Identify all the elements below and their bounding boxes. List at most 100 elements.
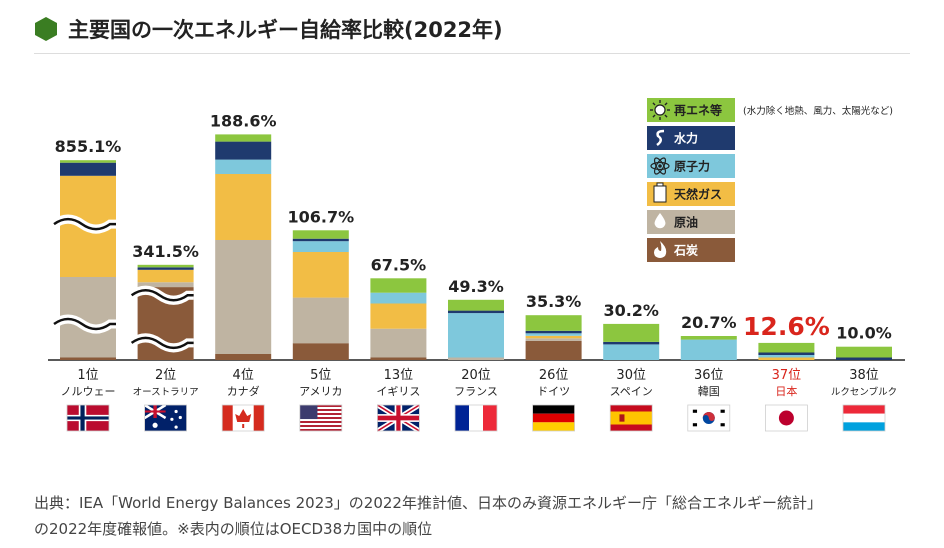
bar-segment-再エネ等 bbox=[215, 134, 272, 142]
flag-australia-icon bbox=[143, 403, 188, 432]
flag-border bbox=[842, 404, 886, 432]
drop-shape bbox=[654, 213, 666, 229]
flag-border bbox=[144, 404, 188, 432]
bar-segment-水力 bbox=[60, 162, 116, 176]
flag-border bbox=[687, 404, 731, 432]
bar-segment-石炭 bbox=[525, 340, 582, 360]
bar-segment-水力 bbox=[758, 352, 815, 355]
axis-break-mark bbox=[130, 336, 194, 350]
bar-segment-原子力 bbox=[370, 292, 427, 304]
country-label: スペイン bbox=[610, 385, 653, 398]
flag-part bbox=[692, 423, 698, 427]
bar-segment-天然ガス bbox=[292, 252, 349, 298]
sun-ray bbox=[652, 102, 656, 106]
flag-part bbox=[299, 409, 342, 411]
sun-core bbox=[654, 104, 666, 116]
bar-segment-再エネ等 bbox=[836, 346, 892, 358]
flag-part bbox=[778, 410, 794, 426]
flag-part bbox=[532, 413, 575, 423]
bar-segment-天然ガス bbox=[758, 357, 815, 360]
flag-part bbox=[253, 405, 265, 431]
axis-break-mark bbox=[53, 217, 116, 231]
flag-norway-icon bbox=[66, 404, 110, 432]
data-label-total: 67.5% bbox=[371, 255, 427, 274]
bar-segment-再エネ等 bbox=[603, 323, 660, 342]
source-note: 出典：IEA「World Energy Balances 2023」の2022年… bbox=[34, 490, 914, 542]
data-label-total: 12.6% bbox=[743, 312, 830, 341]
data-label-total: 49.3% bbox=[448, 277, 504, 296]
bar-segment-石炭 bbox=[292, 343, 349, 360]
flag-france-icon bbox=[454, 404, 498, 432]
country-label: 日本 bbox=[775, 384, 797, 398]
atom-orbit bbox=[653, 157, 667, 175]
bar-segment-水力 bbox=[215, 141, 272, 160]
data-label-total: 20.7% bbox=[681, 313, 737, 332]
flag-maple-leaf bbox=[235, 409, 252, 428]
source-line-1: 出典：IEA「World Energy Balances 2023」の2022年… bbox=[34, 494, 822, 512]
flag-part bbox=[692, 409, 698, 413]
legend-item: 天然ガス bbox=[647, 182, 735, 206]
country-label: アメリカ bbox=[299, 385, 342, 398]
country-label: オーストラリア bbox=[133, 387, 199, 398]
bar-segment-天然ガス bbox=[215, 174, 272, 240]
flag-part bbox=[299, 417, 342, 419]
flag-part bbox=[702, 412, 715, 421]
country-label: フランス bbox=[454, 385, 498, 398]
bar-segment-天然ガス bbox=[370, 303, 427, 329]
flag-part bbox=[720, 409, 725, 413]
atom-icon bbox=[650, 157, 670, 175]
flag-part bbox=[532, 422, 575, 431]
flag-border bbox=[66, 404, 110, 432]
country-label: 韓国 bbox=[698, 385, 720, 398]
legend-item: 水力 bbox=[647, 126, 735, 150]
bar-segment-再エネ等 bbox=[292, 230, 349, 239]
bar-segment-再エネ等 bbox=[525, 315, 582, 331]
flame-shape bbox=[654, 241, 667, 258]
atom-orbit bbox=[650, 161, 670, 171]
flag-canada-icon bbox=[221, 404, 265, 432]
flag-part bbox=[483, 405, 497, 431]
flag-part bbox=[299, 405, 342, 407]
flag-part bbox=[720, 423, 725, 427]
flame-icon bbox=[654, 241, 667, 258]
legend-label: 原子力 bbox=[674, 159, 710, 174]
bar-segment-水力 bbox=[603, 341, 660, 345]
source-line-2: の2022年度確報値。※表内の順位はOECD38カ国中の順位 bbox=[34, 520, 433, 538]
flag-border bbox=[376, 404, 420, 432]
gas-tank-cap bbox=[656, 182, 664, 187]
country-label: ノルウェー bbox=[61, 385, 116, 398]
flag-border bbox=[221, 404, 265, 432]
flag-star bbox=[152, 422, 158, 428]
rank-label: 20位 bbox=[461, 368, 491, 383]
flag-star bbox=[170, 417, 174, 421]
rank-label: 13位 bbox=[384, 368, 414, 383]
data-label-total: 188.6% bbox=[210, 111, 277, 130]
bar-segment-再エネ等 bbox=[370, 278, 427, 293]
data-label-total: 10.0% bbox=[836, 324, 892, 343]
page-title: 主要国の一次エネルギー自給率比較(2022年) bbox=[68, 18, 503, 42]
data-label-total: 341.5% bbox=[132, 242, 199, 261]
gas-tank-body bbox=[653, 185, 667, 203]
rank-label: 36位 bbox=[694, 368, 724, 383]
flag-part bbox=[455, 405, 469, 431]
flag-part bbox=[377, 415, 420, 421]
data-label-total: 106.7% bbox=[287, 207, 354, 226]
rank-label: 26位 bbox=[539, 368, 569, 383]
legend-label: 天然ガス bbox=[674, 187, 722, 202]
flag-border bbox=[765, 404, 808, 432]
wave-shape bbox=[656, 129, 665, 147]
bar-segment-原子力 bbox=[758, 355, 815, 358]
rank-label: 1位 bbox=[77, 368, 98, 383]
sun-ray bbox=[652, 114, 656, 118]
bar-segment-原油 bbox=[448, 357, 504, 360]
bar-segment-再エネ等 bbox=[758, 342, 815, 353]
flag-part bbox=[469, 405, 483, 431]
rank-label: 37位 bbox=[772, 368, 802, 383]
flag-part bbox=[532, 405, 575, 414]
bar-segment-石炭 bbox=[60, 357, 116, 360]
legend-note: (水力除く地熱、風力、太陽光など) bbox=[743, 105, 893, 117]
